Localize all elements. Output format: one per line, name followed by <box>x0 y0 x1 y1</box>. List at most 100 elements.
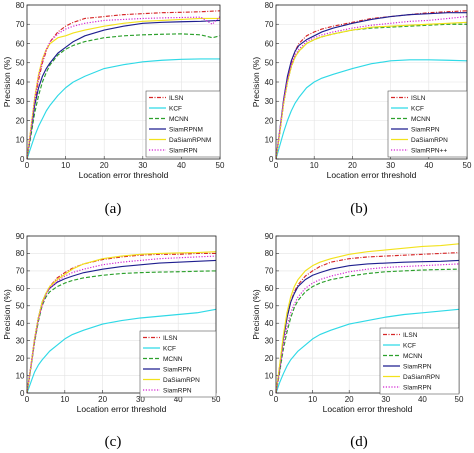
x-tick-label: 50 <box>455 395 464 404</box>
x-tick-label: 0 <box>274 161 279 170</box>
y-tick-label: 80 <box>265 1 274 10</box>
legend-box <box>379 327 460 395</box>
y-tick-label: 60 <box>265 284 274 293</box>
y-tick-label: 0 <box>20 155 25 164</box>
legend: ILSN KCF MCNN SiamRPNM DaSiamRPNM SlamRPN <box>145 90 221 158</box>
chart-panel-c: 0 10 20 30 40 50 0 10 20 30 40 50 60 70 80 90 ILSN KCF MCN… <box>2 232 221 450</box>
series-line-slamrpn <box>26 16 221 160</box>
legend-label: SiamRPN <box>411 126 440 133</box>
y-tick-label: 60 <box>16 284 25 293</box>
x-tick-label: 0 <box>274 395 279 404</box>
axes-frame <box>275 4 468 160</box>
axes-frame <box>26 235 217 394</box>
x-tick-label: 50 <box>216 161 225 170</box>
x-tick-label: 50 <box>463 161 472 170</box>
axes-frame <box>26 4 221 160</box>
y-axis-label: Precision (%) <box>251 289 261 340</box>
series-line-kcf <box>275 308 460 394</box>
y-tick-label: 70 <box>16 20 25 29</box>
legend-label: SiamRPN <box>403 363 432 370</box>
x-tick-label: 40 <box>418 395 427 404</box>
series-line-siamrpn <box>26 255 217 394</box>
axes-frame <box>275 235 460 394</box>
x-axis-label: Location error threshold <box>327 170 417 180</box>
panel-caption: (d) <box>350 434 368 450</box>
legend-label: MCNN <box>169 116 189 123</box>
legend-box <box>387 90 468 158</box>
x-tick-label: 20 <box>98 395 107 404</box>
panel-caption: (a) <box>105 201 122 217</box>
y-tick-label: 20 <box>16 116 25 125</box>
legend-label: DaSiamRPN <box>403 374 440 381</box>
x-tick-label: 20 <box>348 161 357 170</box>
series-line-ilsn <box>26 252 216 394</box>
x-tick-label: 40 <box>424 161 433 170</box>
legend-box <box>145 90 221 158</box>
legend: ISLN KCF MCNN SiamRPN DaSiamRPN SlamRPN++ <box>387 90 468 158</box>
y-tick-label: 50 <box>16 302 25 311</box>
legend: ILSN KCF MCNN SiamRPN DaSiamRPN SlamRPN <box>379 327 460 395</box>
series-line-siamrpnm <box>26 19 221 160</box>
legend: ILSN KCF MCNN SiamRPN DaSiamRPN SiamRPN <box>139 330 217 398</box>
y-tick-label: 40 <box>265 78 274 87</box>
series-line-kcf <box>26 58 220 160</box>
y-tick-label: 90 <box>265 232 274 241</box>
legend-label: SiamRPNM <box>169 126 203 133</box>
legend-box <box>139 330 217 398</box>
y-tick-label: 30 <box>16 97 25 106</box>
series-line-slamrpn <box>275 263 460 394</box>
series-line-mcnn <box>26 33 221 160</box>
y-tick-label: 20 <box>265 354 274 363</box>
x-axis-label: Location error threshold <box>77 404 167 414</box>
legend-label: SiamRPN <box>163 387 192 394</box>
legend-label: SlamRPN <box>169 147 198 154</box>
legend-label: ISLN <box>411 95 426 102</box>
x-tick-label: 20 <box>100 161 109 170</box>
y-tick-label: 30 <box>265 336 274 345</box>
y-tick-label: 70 <box>265 20 274 29</box>
x-tick-label: 50 <box>212 395 221 404</box>
x-axis-label: Location error threshold <box>323 404 413 414</box>
y-axis-label: Precision (%) <box>251 57 261 108</box>
legend-label: DaSiamRPNM <box>169 137 211 144</box>
y-tick-label: 10 <box>265 371 274 380</box>
legend-label: DaSiamRPN <box>411 137 448 144</box>
y-tick-label: 90 <box>16 232 25 241</box>
y-tick-label: 70 <box>16 267 25 276</box>
x-tick-label: 10 <box>310 161 319 170</box>
x-axis-label: Location error threshold <box>79 170 169 180</box>
series-line-dasiamrpn <box>275 21 468 160</box>
y-tick-label: 10 <box>265 136 274 145</box>
y-axis-label: Precision (%) <box>2 289 12 340</box>
chart-panel-b: 0 10 20 30 40 50 0 10 20 30 40 50 60 70 80 ISLN KCF MCNN S… <box>251 1 472 217</box>
legend-label: KCF <box>169 105 182 112</box>
chart-panel-d: 0 10 20 30 40 50 0 10 20 30 40 50 60 70 80 90 ILSN KCF MCN… <box>251 232 464 450</box>
series-line-dasiamrpn <box>275 243 460 394</box>
y-tick-label: 30 <box>265 97 274 106</box>
x-tick-label: 20 <box>345 395 354 404</box>
legend-label: MCNN <box>163 356 183 363</box>
legend-label: KCF <box>411 105 424 112</box>
panel-caption: (b) <box>350 201 368 217</box>
legend-label: KCF <box>403 342 416 349</box>
legend-label: KCF <box>163 345 176 352</box>
y-tick-label: 0 <box>269 389 274 398</box>
series-line-ilsn <box>26 10 221 160</box>
x-tick-label: 0 <box>25 395 30 404</box>
y-tick-label: 50 <box>265 59 274 68</box>
y-tick-label: 30 <box>16 336 25 345</box>
y-tick-label: 20 <box>265 116 274 125</box>
series-line-kcf <box>275 59 468 160</box>
y-tick-label: 60 <box>265 39 274 48</box>
panel-caption: (c) <box>105 434 122 450</box>
series-line-siamrpn <box>275 259 460 394</box>
legend-label: ILSN <box>403 332 418 339</box>
y-tick-label: 10 <box>16 371 25 380</box>
x-tick-label: 0 <box>25 161 30 170</box>
legend-label: DaSiamRPN <box>163 377 200 384</box>
chart-panel-a: 0 10 20 30 40 50 0 10 20 30 40 50 60 70 80 ILSN KCF MCNN S… <box>2 1 225 217</box>
y-tick-label: 80 <box>16 1 25 10</box>
y-tick-label: 80 <box>265 249 274 258</box>
x-tick-label: 40 <box>177 161 186 170</box>
